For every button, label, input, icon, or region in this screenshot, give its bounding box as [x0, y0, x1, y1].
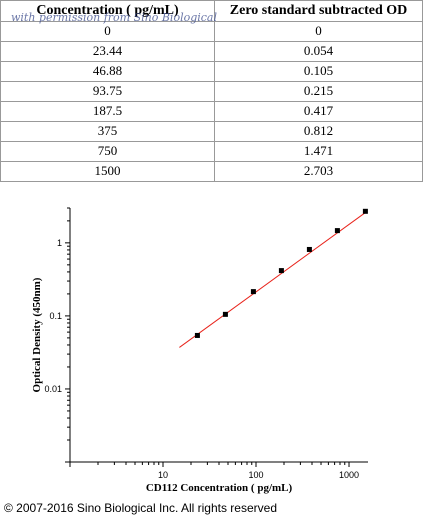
table-row: 46.88 0.105 [0, 61, 423, 82]
cell-concentration: 23.44 [0, 41, 215, 62]
chart-ticks: 10 100 1000 0.01 0.1 1 [44, 207, 359, 480]
header-concentration: Concentration ( pg/mL) with permission f… [0, 0, 217, 24]
x-tick-label: 10 [158, 470, 168, 480]
cell-od: 0.054 [214, 41, 423, 62]
standard-curve-chart: 10 100 1000 0.01 0.1 1 CD112 Concentration ( … [0, 195, 423, 500]
cell-concentration: 93.75 [0, 81, 215, 102]
table-row: 1500 2.703 [0, 161, 423, 182]
cell-od: 0.812 [214, 121, 423, 142]
cell-od: 2.703 [214, 161, 423, 182]
data-point [334, 228, 340, 234]
table-row: 93.75 0.215 [0, 81, 423, 102]
fit-line [179, 212, 366, 348]
watermark-text: with permission from Sino Biological [11, 11, 218, 24]
copyright-footer: © 2007-2016 Sino Biological Inc. All rig… [4, 501, 277, 515]
cell-concentration: 46.88 [0, 61, 215, 82]
data-point [278, 268, 284, 274]
cell-od: 0.215 [214, 81, 423, 102]
data-points [194, 208, 368, 338]
y-tick-label: 1 [57, 238, 62, 248]
standard-curve-table: Concentration ( pg/mL) with permission f… [0, 0, 423, 182]
table-row: 375 0.812 [0, 121, 423, 142]
chart-svg: 10 100 1000 0.01 0.1 1 CD112 Concentration ( … [31, 207, 368, 494]
x-axis-title: CD112 Concentration ( pg/mL) [146, 482, 293, 494]
chart-axes [69, 208, 368, 463]
cell-concentration: 375 [0, 121, 215, 142]
data-point [306, 246, 312, 252]
y-axis-title: Optical Density (450nm) [31, 277, 43, 392]
data-point [250, 289, 256, 295]
header-od: Zero standard subtracted OD [214, 0, 423, 22]
table-row: 23.44 0.054 [0, 41, 423, 62]
cell-od: 0 [214, 21, 423, 42]
y-tick-label: 0.01 [44, 384, 62, 394]
table-row: 750 1.471 [0, 141, 423, 162]
table-row: 187.5 0.417 [0, 101, 423, 122]
cell-od: 0.105 [214, 61, 423, 82]
table-header-row: Concentration ( pg/mL) with permission f… [0, 0, 423, 24]
cell-od: 1.471 [214, 141, 423, 162]
cell-concentration: 1500 [0, 161, 215, 182]
cell-concentration: 750 [0, 141, 215, 162]
fit-line-group [179, 212, 366, 348]
y-tick-label: 0.1 [49, 311, 62, 321]
x-tick-label: 100 [248, 470, 263, 480]
data-point [194, 332, 200, 338]
cell-concentration: 187.5 [0, 101, 215, 122]
data-point [222, 311, 228, 317]
data-point [362, 208, 368, 214]
x-tick-label: 1000 [339, 470, 359, 480]
cell-od: 0.417 [214, 101, 423, 122]
